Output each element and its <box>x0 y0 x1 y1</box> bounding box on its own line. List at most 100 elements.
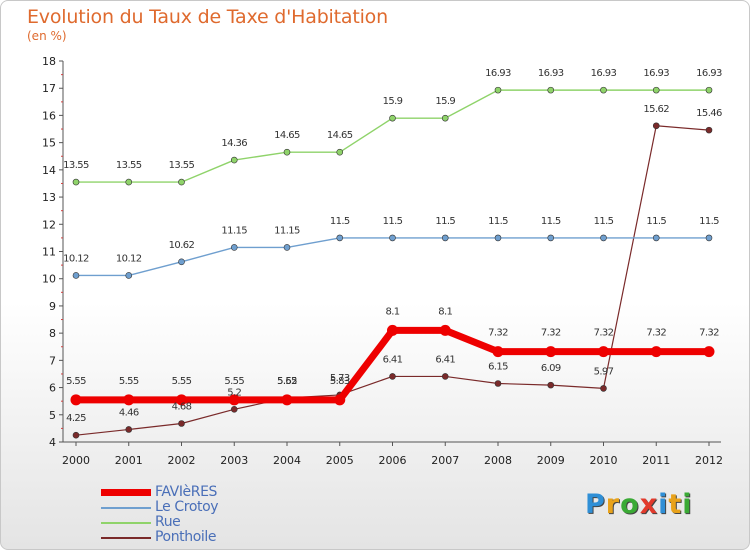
data-point <box>283 148 291 156</box>
data-point <box>125 426 133 433</box>
y-tick-label: 12 <box>42 218 56 231</box>
data-point <box>652 234 660 242</box>
data-label: 11.5 <box>594 216 614 227</box>
data-point <box>389 114 396 122</box>
data-label: 10.12 <box>116 253 142 264</box>
y-tick-label: 4 <box>49 436 56 449</box>
data-label: 16.93 <box>696 68 722 79</box>
data-label: 5.55 <box>277 376 297 387</box>
unit-label: (en %) <box>27 29 67 43</box>
data-label: 8.1 <box>438 306 452 317</box>
proxiti-logo: Proxiti <box>585 489 693 520</box>
x-tick-label: 2000 <box>62 454 90 467</box>
data-label: 15.62 <box>643 104 669 115</box>
data-point <box>705 234 713 242</box>
data-label: 13.55 <box>169 160 195 171</box>
data-point <box>125 272 133 279</box>
data-label: 11.5 <box>541 216 561 227</box>
x-tick-label: 2004 <box>273 454 301 467</box>
data-label: 11.15 <box>274 225 300 236</box>
data-point <box>228 394 240 406</box>
legend-swatch <box>101 537 151 539</box>
data-point <box>123 394 135 406</box>
data-point <box>705 86 713 94</box>
data-point <box>389 373 396 380</box>
data-point <box>547 381 555 389</box>
data-point <box>545 346 557 358</box>
data-point <box>230 244 238 251</box>
data-label: 11.5 <box>488 216 508 227</box>
data-point <box>230 156 238 164</box>
data-label: 16.93 <box>643 68 669 79</box>
y-tick-label: 6 <box>49 382 56 395</box>
data-label: 5.55 <box>66 376 86 387</box>
y-tick-label: 9 <box>49 300 56 313</box>
data-point <box>72 178 80 186</box>
x-tick-label: 2002 <box>168 454 196 467</box>
data-point <box>283 244 291 251</box>
y-tick-label: 14 <box>42 164 56 177</box>
data-label: 6.09 <box>541 363 561 374</box>
data-label: 5.2 <box>227 387 241 398</box>
legend-swatch <box>101 507 151 509</box>
logo-letter: x <box>639 489 659 520</box>
data-point <box>334 394 346 406</box>
data-point <box>441 373 449 380</box>
data-label: 7.32 <box>646 328 666 339</box>
data-point <box>441 114 449 122</box>
data-label: 14.65 <box>327 130 353 141</box>
data-point <box>230 406 238 413</box>
data-point <box>600 86 607 94</box>
data-label: 10.62 <box>169 240 195 251</box>
data-label: 6.41 <box>383 354 403 365</box>
data-point <box>125 178 133 186</box>
data-label: 5.55 <box>224 376 244 387</box>
logo-letter: i <box>682 489 693 520</box>
data-point <box>547 86 555 94</box>
data-point <box>705 126 713 134</box>
data-point <box>652 122 660 130</box>
data-point <box>281 394 293 406</box>
data-point <box>441 234 449 242</box>
data-point <box>600 385 607 392</box>
data-label: 13.55 <box>63 160 89 171</box>
legend-swatch <box>101 522 151 524</box>
data-point <box>178 258 185 266</box>
data-label: 4.68 <box>172 401 192 412</box>
y-tick-label: 7 <box>49 354 56 367</box>
data-label: 8.1 <box>385 306 399 317</box>
data-point <box>176 394 187 406</box>
data-label: 4.25 <box>66 413 86 424</box>
data-label: 5.73 <box>330 373 350 384</box>
logo-letter: P <box>585 489 606 520</box>
data-label: 11.5 <box>330 216 350 227</box>
data-label: 5.62 <box>277 376 297 387</box>
chart-title: Evolution du Taux de Taxe d'Habitation <box>27 6 388 28</box>
x-tick-label: 2011 <box>642 454 670 467</box>
data-label: 15.46 <box>696 108 722 119</box>
legend-label: Ponthoile <box>155 529 217 545</box>
data-point <box>178 420 185 427</box>
data-point <box>598 346 609 358</box>
data-point <box>494 234 502 242</box>
x-tick-label: 2003 <box>220 454 248 467</box>
data-label: 5.55 <box>172 376 192 387</box>
x-tick-label: 2007 <box>431 454 459 467</box>
data-label: 5.97 <box>594 366 614 377</box>
data-point <box>494 86 502 94</box>
data-label: 5.55 <box>119 376 139 387</box>
y-tick-label: 5 <box>49 409 56 422</box>
x-tick-label: 2009 <box>537 454 565 467</box>
data-label: 4.46 <box>119 407 139 418</box>
data-label: 14.36 <box>221 138 247 149</box>
data-label: 13.55 <box>116 160 142 171</box>
logo-letter: r <box>605 489 621 520</box>
data-label: 11.15 <box>221 225 247 236</box>
x-tick-label: 2005 <box>326 454 354 467</box>
data-label: 6.15 <box>488 361 508 372</box>
data-point <box>72 272 80 279</box>
logo-letter: i <box>658 489 669 520</box>
data-point <box>600 234 607 242</box>
